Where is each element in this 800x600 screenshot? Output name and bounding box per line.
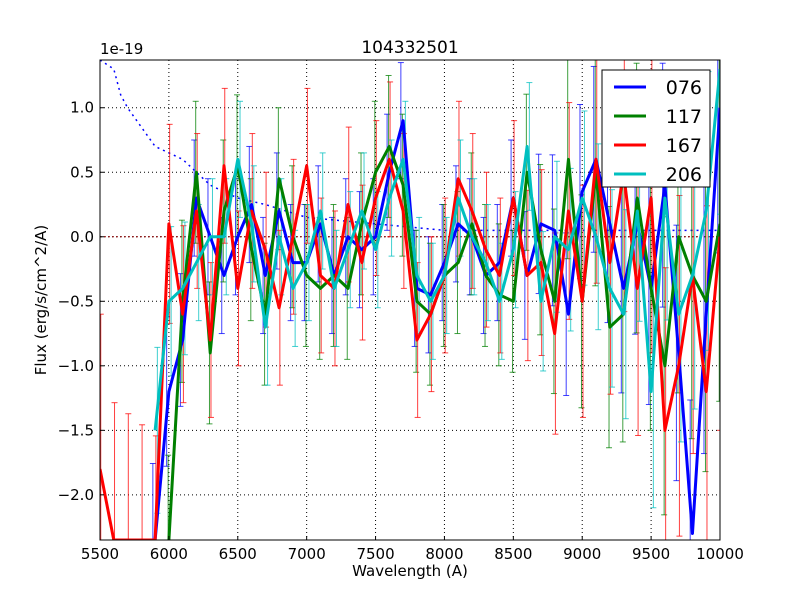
x-tick-label: 6000 [150, 545, 188, 563]
series-line-167 [100, 157, 720, 540]
y-axis-label: Flux (erg/s/cm^2/A) [32, 225, 50, 376]
x-tick-label: 10000 [696, 545, 744, 563]
x-tick-label: 9500 [632, 545, 670, 563]
x-tick-label: 6500 [219, 545, 257, 563]
series-line-206 [153, 68, 720, 431]
legend: 076 117 167 206 [601, 69, 711, 188]
x-tick-label: 5500 [81, 545, 119, 563]
legend-box [601, 69, 711, 188]
y-tick-label: 1.0 [70, 99, 94, 117]
legend-label-076: 076 [666, 77, 702, 99]
y-offset-label: 1e-19 [100, 40, 143, 58]
y-tick-label: −0.5 [58, 292, 94, 310]
y-tick-label: −2.0 [58, 486, 94, 504]
y-tick-label: −1.5 [58, 421, 94, 439]
plot-frame [99, 59, 721, 541]
y-tick-label: 0.5 [70, 163, 94, 181]
x-tick-label: 8000 [425, 545, 463, 563]
x-tick-label: 7000 [288, 545, 326, 563]
legend-label-206: 206 [666, 164, 702, 186]
x-axis-label: Wavelength (A) [352, 562, 468, 580]
x-tick-label: 7500 [356, 545, 394, 563]
x-tick-label: 9000 [563, 545, 601, 563]
legend-label-117: 117 [666, 106, 702, 128]
y-tick-label: 0.0 [70, 228, 94, 246]
y-tick-label: −1.0 [58, 357, 94, 375]
chart-title: 104332501 [361, 38, 458, 58]
x-tick-label: 8500 [494, 545, 532, 563]
reference-curve [100, 60, 720, 232]
legend-label-167: 167 [666, 135, 702, 157]
